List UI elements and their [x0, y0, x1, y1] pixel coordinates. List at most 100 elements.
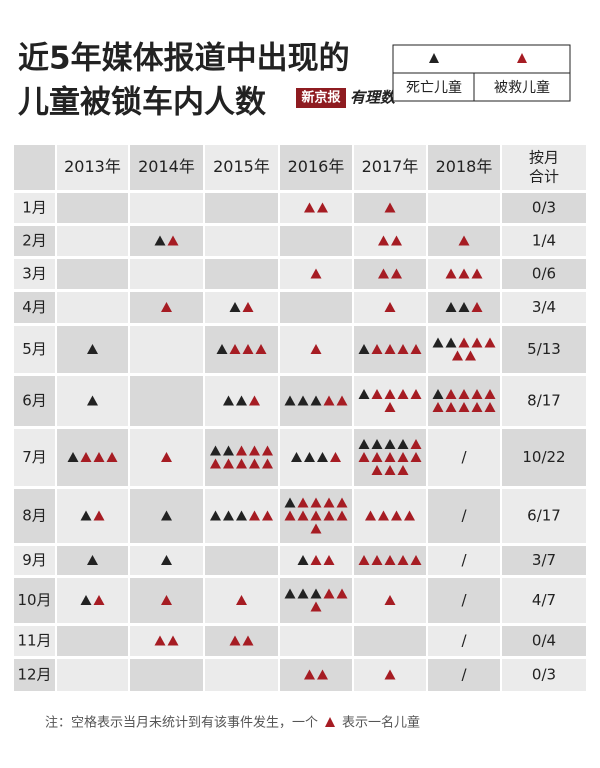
child-marker: [297, 510, 309, 521]
table-cell: [130, 376, 203, 426]
child-marker: [87, 344, 98, 354]
child-marker: [93, 595, 105, 605]
child-marker: [284, 497, 296, 508]
child-marker: [210, 445, 221, 456]
child-marker: [242, 344, 254, 354]
column-header: 2018年: [436, 157, 493, 176]
child-marker: [397, 555, 409, 565]
table-cell: [354, 259, 426, 289]
table-cell: [502, 292, 586, 323]
child-marker: [330, 452, 341, 462]
table-cell: [502, 326, 586, 373]
child-marker: [323, 497, 335, 508]
row-total: 3/4: [532, 298, 556, 316]
legend-rescued-icon: [517, 53, 527, 63]
table-cell: [502, 259, 586, 289]
child-marker: [445, 268, 457, 279]
child-marker: [471, 302, 483, 312]
table-cell: [354, 376, 426, 426]
child-marker: [358, 344, 370, 354]
child-marker: [249, 458, 260, 469]
table-cell: [502, 376, 586, 426]
child-marker: [384, 669, 396, 680]
table-cell: [14, 626, 55, 656]
table-cell: [428, 546, 500, 575]
table-cell: [57, 578, 128, 623]
table-cell: [130, 226, 203, 256]
child-marker: [452, 350, 463, 361]
child-marker: [432, 337, 444, 348]
table-cell: [354, 226, 426, 256]
child-marker: [262, 458, 273, 469]
child-marker: [93, 510, 105, 521]
child-marker: [336, 588, 348, 599]
month-label: 12月: [17, 666, 51, 684]
child-marker: [458, 402, 470, 412]
month-label: 1月: [22, 199, 47, 217]
child-marker: [229, 302, 241, 312]
child-marker: [310, 497, 322, 508]
child-marker: [410, 555, 422, 565]
table-cell: [280, 226, 352, 256]
logo-box: [296, 88, 346, 108]
child-marker: [167, 635, 179, 646]
month-label: 2月: [22, 232, 47, 250]
table-cell: [57, 489, 128, 543]
header-cell: [280, 145, 352, 190]
no-data: /: [461, 632, 467, 650]
child-marker: [167, 235, 179, 246]
child-marker: [262, 510, 273, 521]
column-header: 2017年: [362, 157, 419, 176]
child-marker: [154, 235, 166, 246]
child-marker: [371, 439, 383, 449]
month-label: 4月: [22, 298, 47, 316]
month-label: 5月: [22, 340, 47, 358]
row-total: 3/7: [532, 551, 556, 569]
table-cell: [428, 429, 500, 486]
row-total: 0/3: [532, 199, 556, 217]
child-marker: [410, 452, 422, 462]
child-marker: [384, 555, 396, 565]
child-marker: [242, 302, 254, 312]
child-marker: [229, 635, 241, 646]
table-cell: [502, 626, 586, 656]
child-marker: [93, 452, 105, 462]
child-marker: [161, 302, 172, 312]
child-marker: [458, 337, 470, 348]
month-label: 8月: [22, 507, 47, 525]
child-marker: [87, 555, 98, 565]
table-cell: [428, 659, 500, 691]
child-marker: [397, 465, 409, 475]
table-cell: [57, 259, 128, 289]
child-marker: [223, 510, 234, 521]
child-marker: [432, 389, 444, 399]
child-marker: [310, 268, 322, 279]
child-marker: [161, 555, 172, 565]
child-marker: [458, 302, 470, 312]
header-cell: [57, 145, 128, 190]
child-marker: [404, 510, 415, 521]
child-marker: [358, 452, 370, 462]
table-cell: [428, 626, 500, 656]
table-cell: [280, 626, 352, 656]
table-cell: [502, 578, 586, 623]
row-total: 5/13: [527, 340, 561, 358]
child-marker: [304, 202, 315, 213]
column-header: 2013年: [64, 157, 121, 176]
table-cell: [57, 292, 128, 323]
footnote-icon: [325, 717, 335, 727]
child-marker: [317, 452, 328, 462]
row-total: 0/4: [532, 632, 556, 650]
child-marker: [384, 595, 396, 605]
logo-column: 有理数: [350, 89, 398, 107]
logo-brand: 新京报: [301, 90, 341, 106]
child-marker: [67, 452, 79, 462]
child-marker: [445, 337, 457, 348]
child-marker: [365, 510, 376, 521]
child-marker: [336, 395, 348, 406]
no-data: /: [461, 666, 467, 684]
table-cell: [14, 193, 55, 223]
table-cell: [502, 193, 586, 223]
header-cell: [14, 145, 55, 190]
